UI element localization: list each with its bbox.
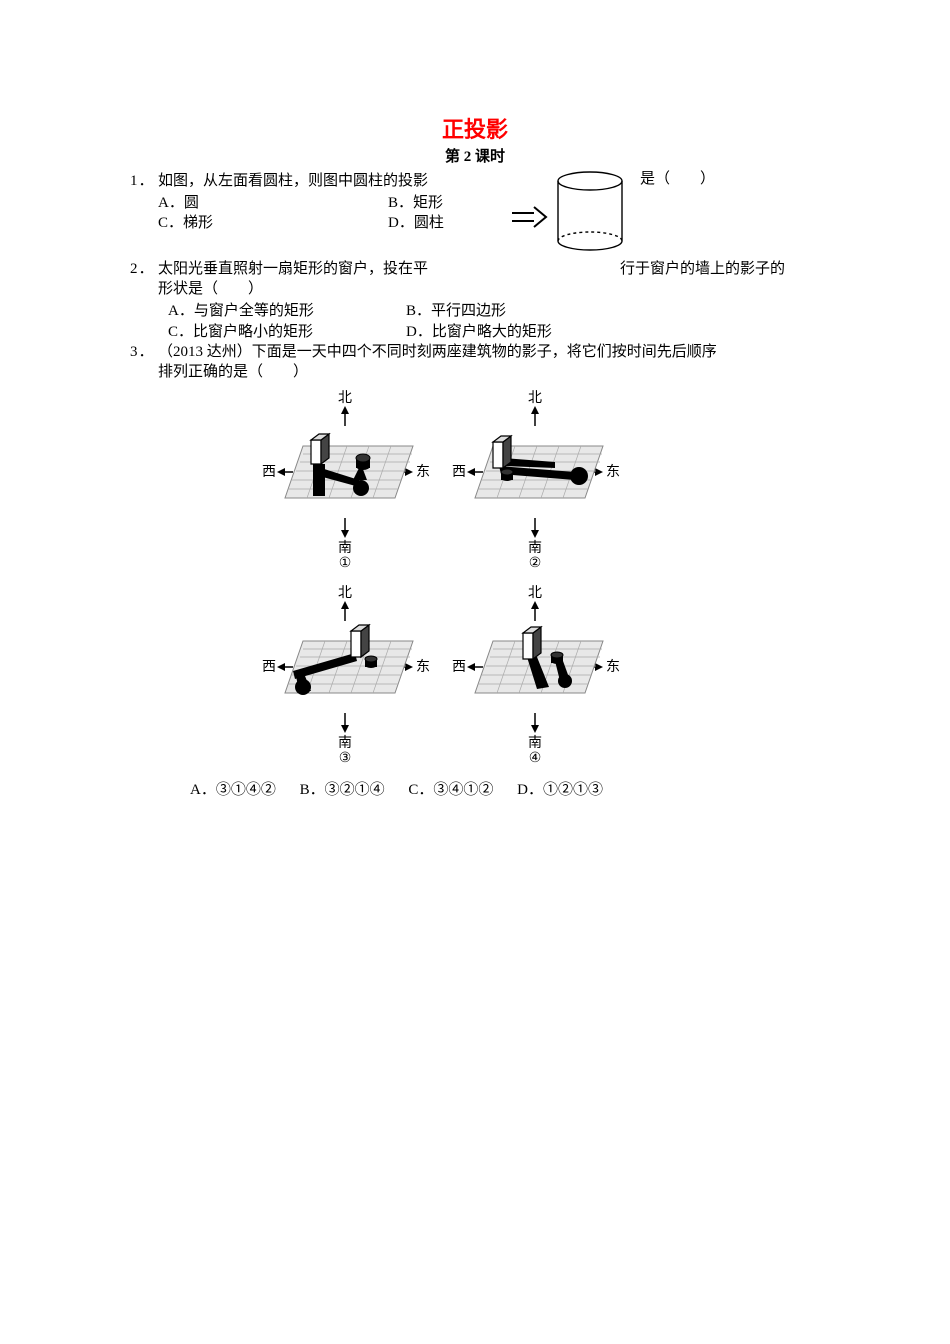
south-label: 南 [338, 540, 352, 556]
doc-subtitle: 第 2 课时 [130, 147, 820, 167]
svg-text:北: 北 [528, 390, 542, 406]
panel-1: 北 西 东 南 [250, 388, 440, 583]
svg-text:西: 西 [262, 660, 276, 675]
shadow-panels: 北 西 东 南 [250, 388, 820, 778]
q2-opt-d: D．比窗户略大的矩形 [406, 322, 666, 342]
panel-3: 北 西 东 南 [250, 583, 440, 778]
svg-text:南: 南 [528, 540, 542, 556]
svg-text:东: 东 [606, 659, 620, 675]
q1-opt-c: C．梯形 [158, 213, 388, 233]
panel-4-label: ④ [440, 751, 630, 768]
q1-stem-right: 是（ ） [640, 169, 715, 189]
q1-opt-a: A．圆 [158, 193, 388, 213]
panel-3-label: ③ [250, 751, 440, 768]
q1-body: 如图，从左面看圆柱，则图中圆柱的投影 A．圆 C．梯形 B．矩形 D．圆柱 [158, 171, 820, 234]
panel-2: 北 西 东 南 [440, 388, 630, 583]
east-label: 东 [416, 464, 430, 480]
panel-2-label: ② [440, 556, 630, 573]
cylinder-figure [510, 169, 630, 257]
question-1: 1． 如图，从左面看圆柱，则图中圆柱的投影 A．圆 C．梯形 B．矩形 D．圆柱 [130, 171, 820, 259]
q3-opt-c: C．③④①② [408, 782, 493, 798]
q3-stem-line2: 排列正确的是（ ） [158, 362, 820, 382]
q2-stem-right: 行于窗户的墙上的影子的 [620, 259, 820, 279]
q3-opt-a: A．③①④② [190, 782, 276, 798]
question-2: 2． 太阳光垂直照射一扇矩形的窗户，投在平 行于窗户的墙上的影子的 形状是（ ）… [130, 259, 820, 342]
svg-text:北: 北 [528, 585, 542, 601]
q3-opt-d: D．①②①③ [517, 782, 603, 798]
q3-opt-b: B．③②①④ [300, 782, 385, 798]
svg-text:南: 南 [338, 735, 352, 751]
q3-number: 3． [130, 342, 158, 362]
svg-text:南: 南 [528, 735, 542, 751]
svg-text:东: 东 [416, 659, 430, 675]
q3-options: A．③①④② B．③②①④ C．③④①② D．①②①③ [190, 780, 820, 800]
q2-opt-a: A．与窗户全等的矩形 [168, 301, 406, 321]
q2-opt-b: B．平行四边形 [406, 301, 666, 321]
north-label: 北 [338, 390, 352, 406]
svg-text:西: 西 [452, 660, 466, 675]
doc-title: 正投影 [130, 115, 820, 145]
question-3: 3． （2013 达州）下面是一天中四个不同时刻两座建筑物的影子，将它们按时间先… [130, 342, 820, 801]
q2-stem-left: 太阳光垂直照射一扇矩形的窗户，投在平 [158, 261, 428, 277]
q3-stem-line1: （2013 达州）下面是一天中四个不同时刻两座建筑物的影子，将它们按时间先后顺序 [158, 344, 717, 360]
q2-stem-line2: 形状是（ ） [158, 279, 820, 299]
svg-text:北: 北 [338, 585, 352, 601]
west-label: 西 [262, 465, 276, 480]
q2-opt-c: C．比窗户略小的矩形 [168, 322, 406, 342]
q1-stem-left: 如图，从左面看圆柱，则图中圆柱的投影 [158, 173, 428, 189]
panel-4: 北 西 东 南 [440, 583, 630, 778]
panel-1-label: ① [250, 556, 440, 573]
svg-text:西: 西 [452, 465, 466, 480]
page-content: 正投影 第 2 课时 1． 如图，从左面看圆柱，则图中圆柱的投影 A．圆 C．梯… [0, 0, 950, 841]
q1-number: 1． [130, 171, 158, 191]
svg-text:东: 东 [606, 464, 620, 480]
q2-number: 2． [130, 259, 158, 279]
